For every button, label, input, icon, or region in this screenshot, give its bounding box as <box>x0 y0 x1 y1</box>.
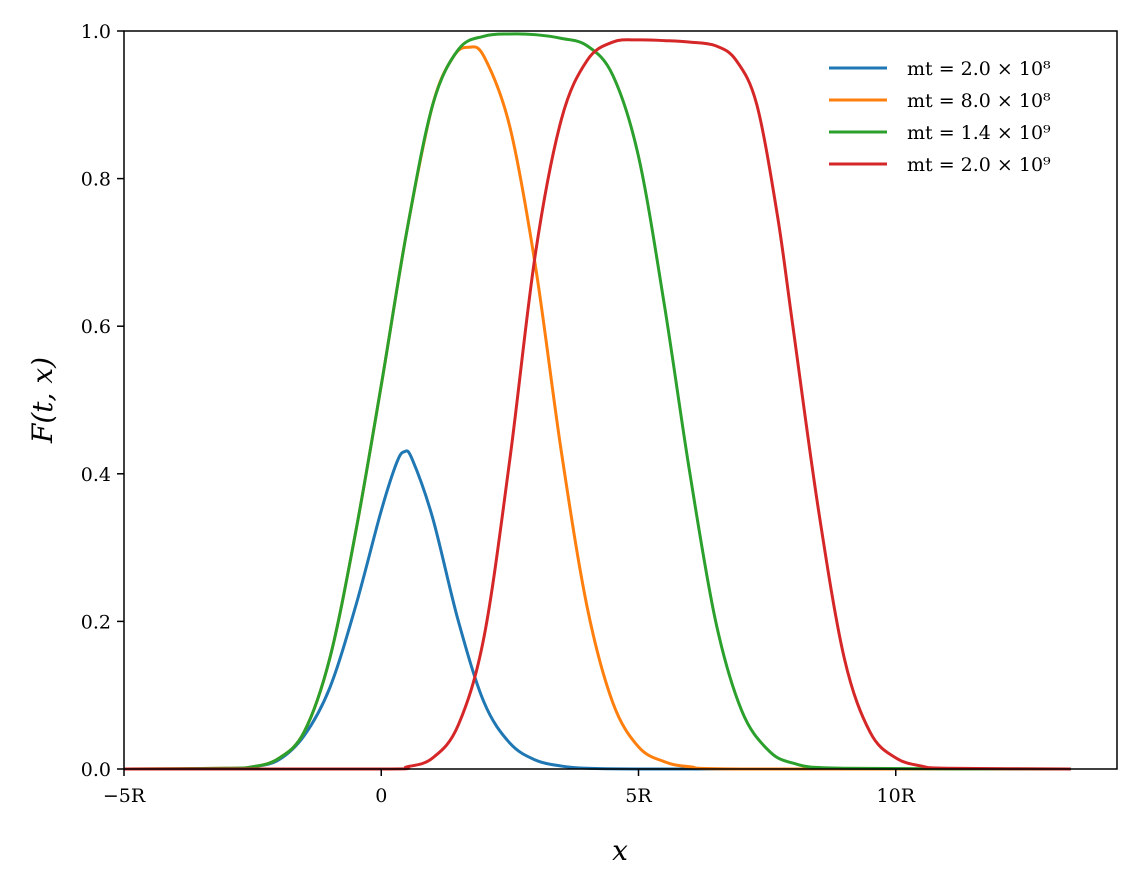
legend-item: mt = 8.0 × 10⁸ <box>829 90 1051 112</box>
legend: mt = 2.0 × 10⁸ mt = 8.0 × 10⁸ mt = 1.4 × 1… <box>829 58 1051 176</box>
legend-label: mt = 2.0 × 10⁹ <box>907 154 1051 176</box>
x-axis-title: x <box>612 834 628 867</box>
legend-item: mt = 2.0 × 10⁹ <box>829 154 1051 176</box>
y-tick-label: 1.0 <box>81 21 111 43</box>
legend-item: mt = 2.0 × 10⁸ <box>829 58 1051 80</box>
legend-label: mt = 8.0 × 10⁸ <box>907 90 1051 112</box>
x-tick-label: 5R <box>625 785 652 807</box>
y-axis: 0.0 0.2 0.4 0.6 0.8 1.0 <box>81 21 124 781</box>
y-tick-label: 0.6 <box>81 316 111 338</box>
y-tick-label: 0.0 <box>81 759 111 781</box>
legend-label: mt = 2.0 × 10⁸ <box>907 58 1051 80</box>
legend-label: mt = 1.4 × 10⁹ <box>907 122 1051 144</box>
series-line-4 <box>123 38 1071 771</box>
legend-item: mt = 1.4 × 10⁹ <box>829 122 1051 144</box>
y-tick-label: 0.8 <box>81 169 111 191</box>
y-tick-label: 0.4 <box>81 464 111 486</box>
x-tick-label: 0 <box>375 785 387 807</box>
x-axis: −5R 0 5R 10R <box>103 769 916 807</box>
y-tick-label: 0.2 <box>81 611 111 633</box>
series-line-3 <box>123 32 1071 771</box>
x-tick-label: 10R <box>877 785 916 807</box>
x-tick-label: −5R <box>103 785 146 807</box>
y-axis-title: F(t, x) <box>26 357 59 444</box>
plot-frame <box>123 30 1118 770</box>
